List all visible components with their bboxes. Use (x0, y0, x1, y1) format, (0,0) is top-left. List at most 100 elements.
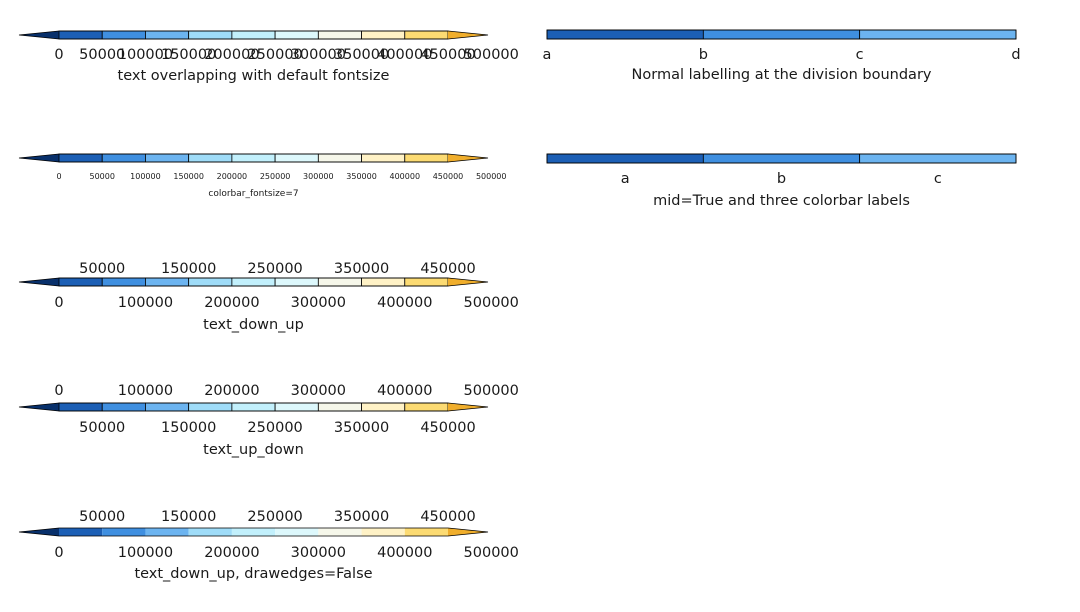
colorbar-tick-label: 500000 (476, 172, 507, 181)
colorbar-tick-label: 150000 (173, 172, 204, 181)
colorbar-text-down-up-no-edges: 0 50000 100000 150000 200000 250000 300000 3500… (18, 509, 519, 582)
colorbar-bin (188, 402, 233, 412)
colorbar-tick-label: 300000 (291, 383, 346, 399)
colorbar-bin (101, 153, 146, 163)
colorbar-tick-label: b (777, 171, 786, 187)
colorbar-bin (317, 30, 362, 40)
colorbar-bin (188, 30, 233, 40)
colorbar-bin (58, 277, 103, 287)
colorbar-bin (361, 402, 406, 412)
colorbar-tick-label: 250000 (247, 420, 302, 436)
colorbar-tick-label: 50000 (89, 172, 114, 181)
colorbar-tick-label: 250000 (247, 261, 302, 277)
colorbar-tick-label: 200000 (204, 47, 259, 63)
colorbar-tick-label: 300000 (303, 172, 334, 181)
colorbar-tick-label: 500000 (464, 47, 519, 63)
colorbar-bin (58, 30, 103, 40)
colorbar-tick-label: d (1011, 47, 1020, 63)
colorbar-bin (101, 402, 146, 412)
colorbar-title: text_up_down (203, 442, 304, 458)
colorbar-tick-label: 350000 (334, 420, 389, 436)
colorbar-extend-high (448, 31, 488, 39)
colorbar-outline (546, 153, 1017, 164)
colorbar-bin (361, 153, 406, 163)
colorbar-tick-label: 0 (54, 295, 63, 311)
colorbar-tick-label: 500000 (464, 295, 519, 311)
colorbar-tick-label: 0 (54, 47, 63, 63)
colorbar-bin (102, 528, 146, 536)
colorbar-tick-label: 50000 (79, 261, 125, 277)
colorbar-tick-label: 200000 (217, 172, 248, 181)
colorbar-tick-label: 300000 (291, 295, 346, 311)
colorbar-extend-high (448, 154, 488, 162)
colorbar-tick-label: 150000 (161, 420, 216, 436)
colorbar-tick-label: 500000 (464, 383, 519, 399)
colorbar-bin (404, 277, 449, 287)
colorbar-tick-label: b (699, 47, 708, 63)
colorbar-bin (318, 528, 362, 536)
colorbar-extend-low (19, 278, 59, 286)
colorbar-extend-high (448, 278, 488, 286)
colorbar-tick-label: 250000 (247, 47, 302, 63)
colorbar-bin (361, 30, 406, 40)
colorbar-bin (231, 277, 276, 287)
colorbar-bin (275, 528, 319, 536)
colorbar-division-boundary: a b c d Normal labelling at the division bou… (543, 29, 1021, 83)
colorbar-bin (274, 30, 319, 40)
colorbar-text-up-down: 0 50000 100000 150000 200000 250000 300000 3500… (18, 383, 519, 458)
colorbar-extend-low (19, 528, 59, 536)
colorbar-bin (317, 277, 362, 287)
colorbar-bin (274, 402, 319, 412)
colorbar-bin (231, 30, 276, 40)
colorbar-bin (145, 402, 190, 412)
colorbar-tick-label: 400000 (377, 545, 432, 561)
colorbar-tick-label: 450000 (433, 172, 464, 181)
colorbar-bin (404, 153, 449, 163)
colorbar-bin (188, 528, 232, 536)
colorbar-tick-label: 450000 (420, 261, 475, 277)
colorbar-text-down-up: 0 50000 100000 150000 200000 250000 300000 3500… (18, 261, 519, 333)
colorbar-tick-label: 150000 (161, 47, 216, 63)
colorbar-bin (145, 30, 190, 40)
colorbar-tick-label: 450000 (420, 47, 475, 63)
colorbar-extend-high (448, 403, 488, 411)
colorbar-bin (317, 153, 362, 163)
colorbar-bin (188, 153, 233, 163)
colorbar-tick-label: 0 (54, 545, 63, 561)
colorbar-tick-label: 100000 (118, 47, 173, 63)
colorbar-default-fontsize: 0 500001000001500002000002500003000003500… (18, 30, 519, 84)
colorbar-bin (702, 153, 861, 164)
colorbar-bin (404, 30, 449, 40)
colorbar-title: text overlapping with default fontsize (118, 68, 390, 84)
colorbar-tick-label: 250000 (247, 509, 302, 525)
colorbar-bin (361, 528, 405, 536)
colorbar-outline (18, 527, 489, 537)
colorbar-bin (404, 528, 448, 536)
colorbar-outline (546, 29, 1017, 40)
colorbar-bin (59, 528, 103, 536)
colorbar-tick-label: 400000 (377, 295, 432, 311)
colorbar-bin (546, 29, 704, 40)
colorbar-tick-label: 400000 (377, 383, 432, 399)
colorbar-outline (18, 153, 489, 163)
colorbar-tick-label: c (856, 47, 864, 63)
colorbar-tick-label: 350000 (334, 509, 389, 525)
colorbar-tick-label: 200000 (204, 383, 259, 399)
colorbar-outline (18, 277, 489, 287)
colorbar-bin (702, 29, 861, 40)
colorbar-tick-label: 50000 (79, 47, 125, 63)
colorbar-outline (18, 30, 489, 40)
colorbar-bin (231, 528, 276, 536)
colorbar-bin (274, 153, 319, 163)
colorbar-title: text_down_up, drawedges=False (134, 566, 372, 582)
colorbar-tick-label: a (543, 47, 552, 63)
colorbar-tick-label: 300000 (291, 47, 346, 63)
colorbar-tick-label: 450000 (420, 509, 475, 525)
colorbar-tick-label: c (934, 171, 942, 187)
colorbar-fontsize-7: 0 50000 100000 150000 200000 250000 300000 3500… (18, 153, 507, 199)
colorbar-bin (188, 277, 233, 287)
colorbar-bin (101, 30, 146, 40)
colorbar-bin (145, 277, 190, 287)
colorbar-bin (404, 402, 449, 412)
colorbar-title: Normal labelling at the division boundar… (632, 67, 932, 83)
